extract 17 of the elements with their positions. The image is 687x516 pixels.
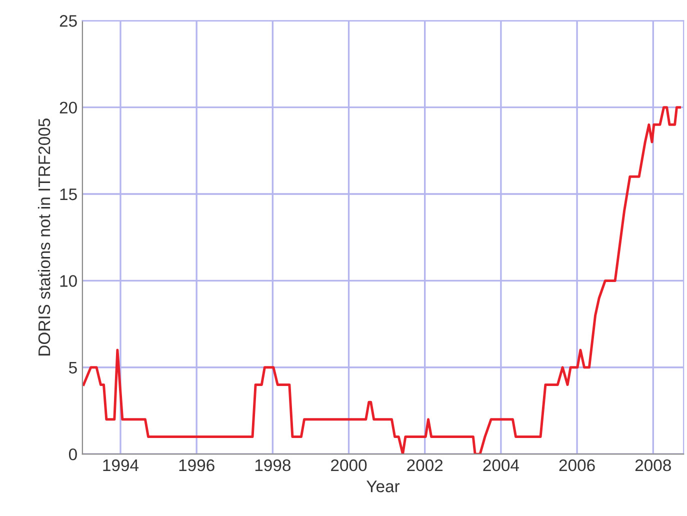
x-tick-label: 2002 bbox=[407, 459, 443, 472]
y-tick-label: 15 bbox=[60, 188, 77, 200]
y-tick-label: 5 bbox=[68, 362, 77, 374]
x-tick-label: 2000 bbox=[331, 459, 367, 472]
y-tick-label: 10 bbox=[60, 275, 77, 287]
y-axis-title: DORIS stations not in ITRF2005 bbox=[38, 118, 50, 356]
x-tick-label: 1994 bbox=[103, 459, 139, 472]
y-tick-label: 25 bbox=[60, 15, 77, 27]
x-axis-title: Year bbox=[366, 480, 400, 492]
x-tick-label: 1998 bbox=[255, 459, 290, 472]
line-series bbox=[82, 106, 682, 454]
y-tick-label: 0 bbox=[68, 448, 77, 460]
x-tick-label: 2008 bbox=[635, 459, 671, 472]
x-tick-label: 1996 bbox=[179, 459, 214, 472]
x-tick-label: 2004 bbox=[483, 459, 519, 472]
x-tick-label: 2006 bbox=[559, 459, 595, 472]
y-tick-label: 20 bbox=[60, 102, 77, 114]
